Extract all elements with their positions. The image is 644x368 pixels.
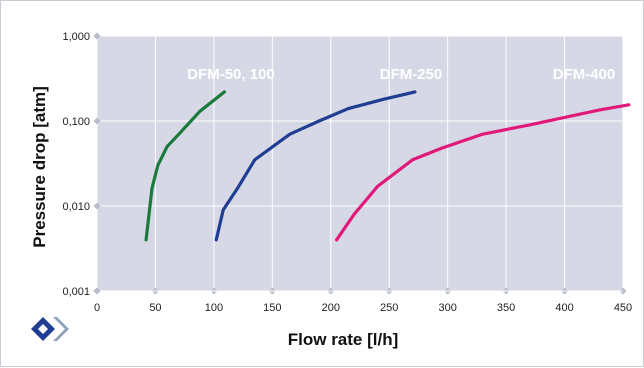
y-tick-marker <box>93 287 101 295</box>
x-tick-label: 50 <box>149 302 161 314</box>
y-tick-label: 0,100 <box>62 116 90 128</box>
x-tick-label: 450 <box>614 302 632 314</box>
x-tick-label: 200 <box>322 302 340 314</box>
y-axis-title: Pressure drop [atm] <box>30 86 49 248</box>
x-tick-label: 350 <box>497 302 515 314</box>
y-tick-label: 0,001 <box>62 286 90 298</box>
series-line-2 <box>335 103 631 242</box>
x-tick-label: 0 <box>94 302 100 314</box>
x-tick-label: 400 <box>555 302 573 314</box>
series-label-1: DFM-250 <box>380 66 443 83</box>
series-line-1 <box>214 90 417 242</box>
x-tick-label: 100 <box>205 302 223 314</box>
x-tick-label: 250 <box>380 302 398 314</box>
y-tick-label: 1,000 <box>62 31 90 43</box>
grid-lines <box>93 32 627 295</box>
series-label-2: DFM-400 <box>553 66 616 83</box>
series-lines <box>144 90 631 242</box>
x-tick-labels: 0 50 100 150 200 250 300 350 400 450 <box>94 302 632 314</box>
y-tick-labels: 0,001 0,010 0,100 1,000 <box>62 31 90 298</box>
plot-area <box>97 36 623 291</box>
x-tick-label: 300 <box>438 302 456 314</box>
y-tick-label: 0,010 <box>62 201 90 213</box>
x-axis-title: Flow rate [l/h] <box>288 330 399 349</box>
series-label-0: DFM-50, 100 <box>187 66 275 83</box>
series-line-0 <box>144 90 227 242</box>
y-tick-marker <box>93 202 101 210</box>
x-tick-label: 150 <box>263 302 281 314</box>
brand-logo-icon <box>31 317 69 341</box>
y-tick-marker <box>93 117 101 125</box>
series-labels: DFM-50, 100 DFM-250 DFM-400 <box>187 66 615 83</box>
